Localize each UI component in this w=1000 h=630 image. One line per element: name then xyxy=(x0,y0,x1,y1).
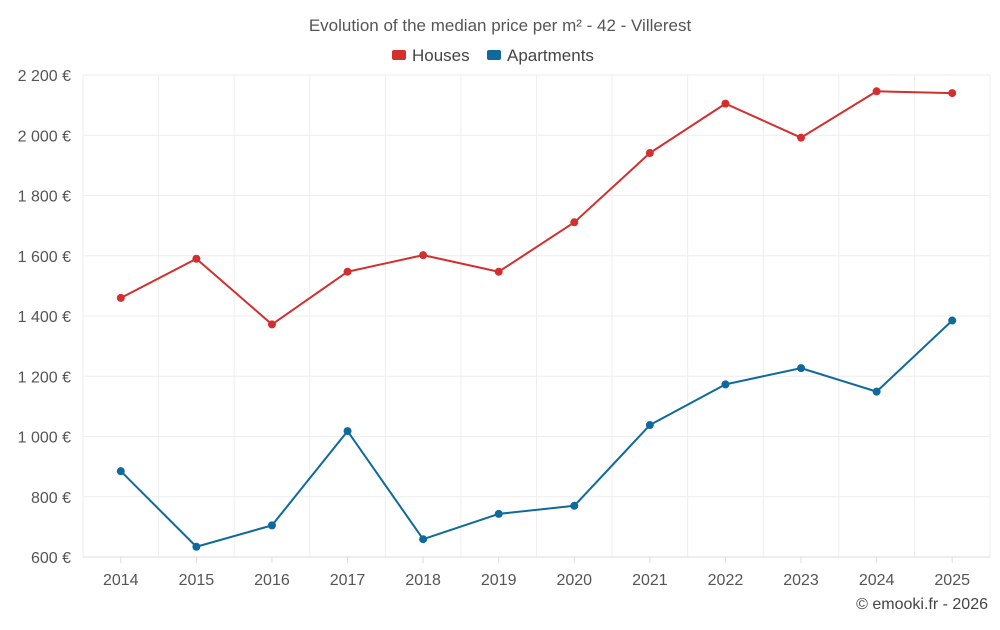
point-apartments-2018[interactable] xyxy=(419,535,428,544)
x-tick-label-2025: 2025 xyxy=(934,572,970,589)
x-tick-label-2023: 2023 xyxy=(783,572,819,589)
point-houses-2016[interactable] xyxy=(267,320,276,329)
credit-text: © emooki.fr - 2026 xyxy=(856,596,988,613)
grid xyxy=(82,74,991,558)
point-apartments-2016[interactable] xyxy=(267,521,276,530)
x-tick-label-2024: 2024 xyxy=(859,572,895,589)
point-apartments-2017[interactable] xyxy=(343,427,352,436)
x-tick-label-2018: 2018 xyxy=(405,572,441,589)
y-tick-label-600: 600 € xyxy=(31,550,71,567)
chart-title: Evolution of the median price per m² - 4… xyxy=(309,16,692,35)
series-line-houses xyxy=(120,90,953,326)
y-tick-label-1000: 1 000 € xyxy=(18,430,71,447)
point-houses-2019[interactable] xyxy=(494,267,503,276)
series-apartments xyxy=(116,316,957,551)
y-tick-label-1400: 1 400 € xyxy=(18,309,71,326)
y-tick-label-2200: 2 200 € xyxy=(18,68,71,85)
point-houses-2014[interactable] xyxy=(116,293,125,302)
x-tick-label-2021: 2021 xyxy=(632,572,668,589)
legend-label-apartments: Apartments xyxy=(507,46,594,65)
point-apartments-2014[interactable] xyxy=(116,467,125,476)
x-tick-label-2022: 2022 xyxy=(708,572,744,589)
point-houses-2021[interactable] xyxy=(645,149,654,158)
point-houses-2017[interactable] xyxy=(343,267,352,276)
legend-swatch-houses xyxy=(392,50,406,60)
point-houses-2018[interactable] xyxy=(419,251,428,260)
y-tick-label-800: 800 € xyxy=(31,490,71,507)
series xyxy=(116,87,957,551)
x-axis: 2014 2015 2016 2017 2018 2019 2020 2021 2022 2023… xyxy=(83,556,990,589)
x-tick-label-2019: 2019 xyxy=(481,572,517,589)
y-tick-label-1600: 1 600 € xyxy=(18,249,71,266)
y-axis: 600 € 800 € 1 000 € 1 200 € 1 400 € 1 600 € 1 … xyxy=(18,68,71,567)
series-houses xyxy=(116,87,957,329)
x-tick-label-2015: 2015 xyxy=(179,572,215,589)
x-tick-label-2017: 2017 xyxy=(330,572,366,589)
point-houses-2015[interactable] xyxy=(192,254,201,263)
point-houses-2023[interactable] xyxy=(797,133,806,142)
series-line-apartments xyxy=(120,319,953,548)
point-apartments-2023[interactable] xyxy=(797,364,806,373)
point-apartments-2020[interactable] xyxy=(570,501,579,510)
point-houses-2020[interactable] xyxy=(570,218,579,227)
y-tick-label-2000: 2 000 € xyxy=(18,128,71,145)
point-apartments-2019[interactable] xyxy=(494,509,503,518)
legend-swatch-apartments xyxy=(487,50,501,60)
point-apartments-2025[interactable] xyxy=(948,316,957,325)
point-apartments-2021[interactable] xyxy=(645,421,654,430)
x-tick-label-2020: 2020 xyxy=(556,572,592,589)
legend-item-apartments[interactable]: Apartments xyxy=(487,46,594,65)
point-houses-2024[interactable] xyxy=(872,87,881,96)
x-tick-label-2016: 2016 xyxy=(254,572,290,589)
x-tick-label-2014: 2014 xyxy=(103,572,139,589)
y-tick-label-1200: 1 200 € xyxy=(18,369,71,386)
y-tick-label-1800: 1 800 € xyxy=(18,189,71,206)
legend: Houses Apartments xyxy=(392,46,594,65)
point-apartments-2022[interactable] xyxy=(721,380,730,389)
point-houses-2025[interactable] xyxy=(948,89,957,98)
legend-label-houses: Houses xyxy=(412,46,470,65)
point-apartments-2024[interactable] xyxy=(872,387,881,396)
point-houses-2022[interactable] xyxy=(721,99,730,108)
legend-item-houses[interactable]: Houses xyxy=(392,46,470,65)
point-apartments-2015[interactable] xyxy=(192,542,201,551)
